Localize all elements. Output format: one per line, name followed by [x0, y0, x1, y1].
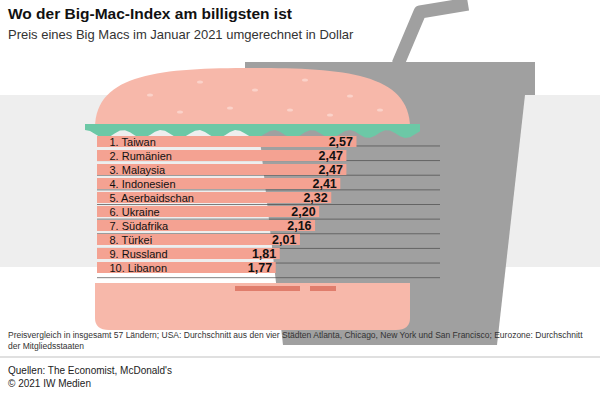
html-text:© 2021 IW Medien: © 2021 IW Medien	[8, 378, 91, 389]
svg-text:7. Südafrika: 7. Südafrika	[110, 220, 170, 232]
svg-text:1,77: 1,77	[248, 261, 272, 275]
svg-text:10. Libanon: 10. Libanon	[110, 262, 168, 274]
svg-text:6. Ukraine: 6. Ukraine	[110, 206, 160, 218]
svg-text:2,41: 2,41	[312, 177, 336, 191]
svg-text:2,32: 2,32	[303, 191, 327, 205]
svg-text:4. Indonesien: 4. Indonesien	[110, 178, 176, 190]
svg-text:2,47: 2,47	[319, 149, 343, 163]
svg-text:5. Aserbaidschan: 5. Aserbaidschan	[110, 192, 194, 204]
svg-text:2,20: 2,20	[291, 205, 315, 219]
svg-text:1. Taiwan: 1. Taiwan	[110, 136, 156, 148]
html-text:Quellen: The Economist, McDona: Quellen: The Economist, McDonald's	[8, 365, 172, 376]
svg-text:2,16: 2,16	[287, 219, 311, 233]
svg-text:1,81: 1,81	[252, 247, 276, 261]
html-text:Preis eines Big Macs im Januar: Preis eines Big Macs im Januar 2021 umge…	[8, 27, 354, 42]
svg-text:8. Türkei: 8. Türkei	[110, 234, 153, 246]
svg-text:2,57: 2,57	[329, 135, 353, 149]
svg-text:2,01: 2,01	[272, 233, 296, 247]
svg-text:2,47: 2,47	[319, 163, 343, 177]
html-text:Preisvergleich in insgesamt 57: Preisvergleich in insgesamt 57 Ländern; …	[8, 330, 583, 351]
html-text:Wo der Big-Mac-Index am billig: Wo der Big-Mac-Index am billigsten ist	[8, 5, 292, 22]
svg-text:2. Rumänien: 2. Rumänien	[110, 150, 172, 162]
svg-text:9. Russland: 9. Russland	[110, 248, 168, 260]
svg-text:3. Malaysia: 3. Malaysia	[110, 164, 167, 176]
